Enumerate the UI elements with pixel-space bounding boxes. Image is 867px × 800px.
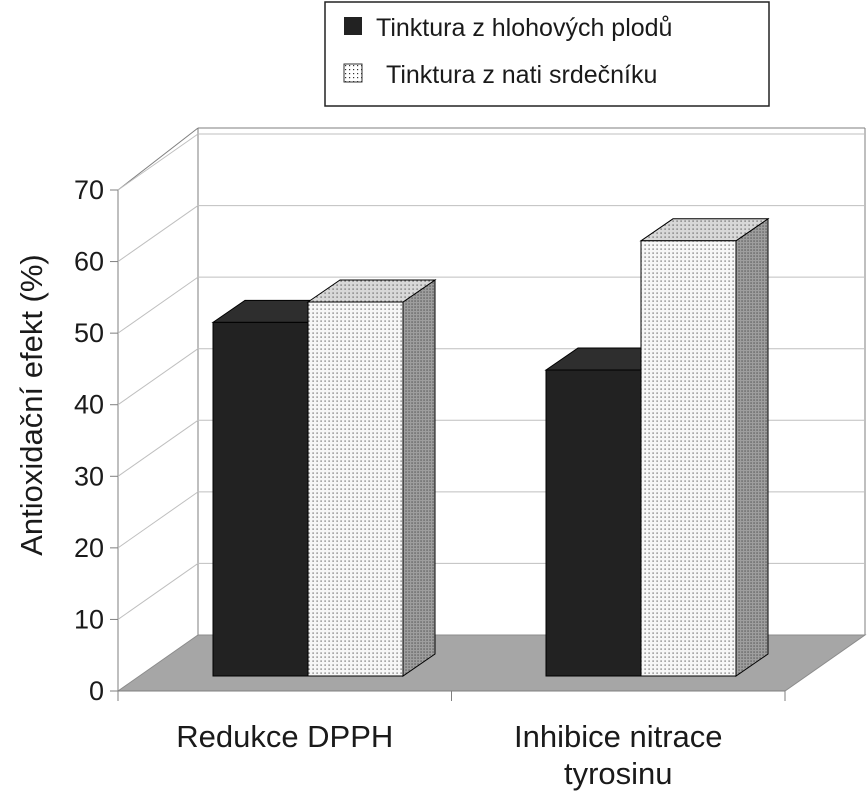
legend-swatch-series-1	[344, 17, 362, 35]
y-axis: 0 10 20 30 40 50 60 70	[74, 175, 118, 706]
chart-frame	[117, 127, 866, 691]
y-tick-label-10: 10	[74, 604, 104, 634]
bar-series-1-cat-2	[545, 369, 642, 677]
gridline-side-40	[117, 348, 199, 406]
gridline-side-20	[117, 491, 199, 549]
legend-swatch-series-2	[343, 63, 363, 83]
gridline-side-30	[117, 419, 199, 477]
y-tick-label-70: 70	[74, 175, 104, 205]
x-tick-label-2-line-1: Inhibice nitrace	[514, 719, 723, 754]
legend-label-series-1: Tinktura z hlohových plodů	[376, 14, 672, 42]
y-tick-label-30: 30	[74, 461, 104, 491]
gridline-side-10	[117, 563, 199, 620]
y-tick-label-0: 0	[89, 676, 104, 706]
y-tick-label-20: 20	[74, 533, 104, 563]
legend-label-series-2: Tinktura z nati srdečníku	[386, 61, 657, 89]
gridline-side-60	[117, 205, 199, 262]
gridline-side-50	[117, 276, 199, 334]
y-tick-label-40: 40	[74, 390, 104, 420]
legend: Tinktura z hlohových plodů Tinktura z na…	[324, 1, 770, 107]
x-tick-label-2-line-2: tyrosinu	[564, 756, 673, 791]
bar-series-2-cat-1	[307, 301, 404, 677]
side-wall-top-edge	[117, 127, 199, 191]
bar-side-series-2-cat-1	[402, 279, 436, 677]
y-axis-title: Antioxidační efekt (%)	[14, 254, 49, 556]
legend-box	[324, 1, 770, 107]
x-tick-label-1-line-1: Redukce DPPH	[176, 719, 393, 754]
y-tick-label-60: 60	[74, 247, 104, 277]
gridline-side-70	[117, 133, 199, 191]
y-tick-label-50: 50	[74, 318, 104, 348]
bar-side-series-2-cat-2	[735, 217, 769, 677]
bar-series-2-cat-2	[640, 240, 737, 677]
bar-series-1-cat-1	[212, 321, 309, 677]
bars	[211, 217, 770, 677]
